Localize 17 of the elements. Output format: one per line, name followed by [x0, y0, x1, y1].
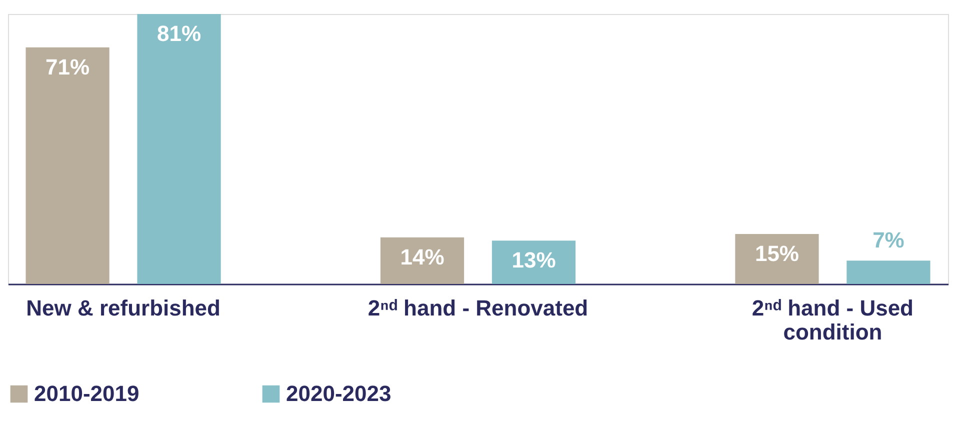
bar [846, 260, 930, 284]
bar [492, 240, 576, 284]
data-label: 81% [157, 21, 202, 46]
bar [26, 47, 110, 284]
bar [735, 234, 819, 284]
data-label: 7% [872, 228, 904, 253]
x-tick-label: New & refurbished [26, 296, 220, 320]
data-label: 71% [46, 54, 90, 80]
data-label: 15% [754, 241, 799, 266]
x-tick-label: 2ⁿᵈ hand - Used condition [752, 296, 914, 344]
bar [137, 14, 221, 284]
legend-label: 2020-2023 [286, 381, 392, 406]
data-label: 14% [400, 244, 444, 270]
legend-label: 2010-2019 [34, 381, 140, 406]
data-label: 13% [512, 248, 556, 273]
bar [380, 237, 464, 284]
x-tick-label: 2ⁿᵈ hand - Renovated [368, 296, 588, 320]
